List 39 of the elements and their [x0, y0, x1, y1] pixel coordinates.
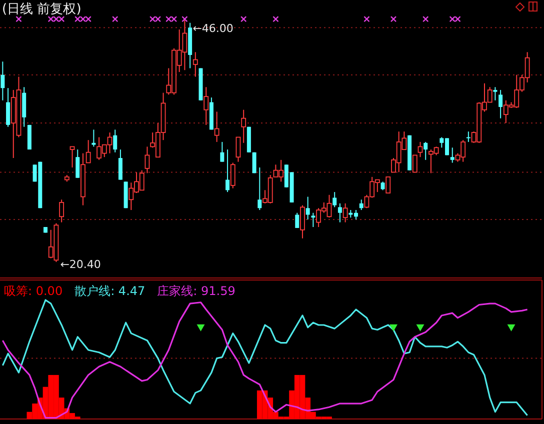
candlestick: [230, 162, 236, 189]
candlestick: [332, 192, 337, 208]
candlestick: [306, 196, 310, 220]
candlestick: [118, 149, 122, 180]
legend: 吸筹: 0.00 散户线: 4.47 庄家线: 91.59: [4, 284, 236, 298]
candlestick: [450, 147, 454, 164]
candlestick: [226, 149, 230, 193]
candlestick: [59, 199, 64, 223]
candlestick: [493, 86, 498, 101]
candlestick: [70, 146, 75, 168]
candlestick: [92, 129, 96, 148]
candlestick: [359, 199, 364, 211]
candlestick: [258, 166, 262, 211]
candlestick: [311, 212, 316, 228]
candlestick: [76, 149, 80, 178]
candlestick: [424, 141, 428, 160]
chart-title: (日线 前复权): [2, 2, 82, 17]
candlestick: [386, 176, 391, 194]
candlestick: [204, 86, 209, 126]
candlestick: [338, 202, 342, 223]
candlestick: [466, 131, 470, 142]
candlestick: [220, 141, 224, 162]
candlestick: [6, 88, 10, 128]
candlestick: [412, 154, 418, 173]
candlestick: [241, 109, 246, 144]
candlestick: [113, 129, 118, 153]
candlestick: [0, 61, 5, 101]
candlestick: [300, 204, 305, 239]
candlestick: [295, 212, 300, 228]
candlestick: [192, 52, 198, 78]
candlestick: [86, 140, 91, 164]
candlestick: [236, 136, 241, 162]
candlestick: [498, 89, 503, 119]
candlestick: [214, 111, 220, 142]
annotation: ←20.40: [60, 258, 101, 271]
candlestick: [144, 146, 150, 174]
candlestick: [418, 141, 423, 158]
candlestick: [342, 202, 348, 223]
annotation: ←46.00: [192, 22, 234, 35]
